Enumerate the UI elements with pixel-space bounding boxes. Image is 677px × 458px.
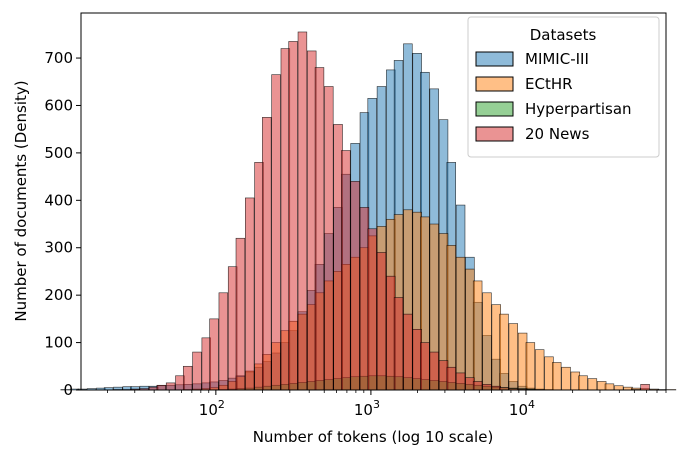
histogram-bar — [614, 385, 624, 391]
histogram-bar — [578, 375, 588, 391]
legend-entry-label: 20 News — [525, 125, 590, 143]
histogram-bar — [245, 197, 255, 391]
histogram-bar — [455, 372, 466, 391]
y-tick-label: 500 — [44, 144, 73, 162]
histogram-bar — [429, 351, 439, 391]
histogram-bar — [262, 117, 272, 391]
y-tick-label: 100 — [44, 334, 73, 352]
histogram-bar — [482, 384, 492, 391]
histogram-bar — [156, 384, 167, 391]
histogram-bar — [640, 384, 650, 391]
x-tick-label: 102 — [199, 398, 225, 419]
legend-entries: MIMIC-III ECtHR Hyperpartisan 20 News — [475, 50, 632, 143]
histogram-bar — [288, 41, 298, 391]
histogram-bar — [341, 150, 351, 391]
histogram-bar — [350, 181, 360, 391]
y-tick-label: 300 — [44, 239, 73, 257]
histogram-bar — [218, 292, 229, 391]
legend-swatch — [475, 126, 514, 142]
histogram-bar — [552, 362, 562, 391]
histogram-bar — [499, 313, 509, 391]
histogram-bar — [482, 292, 492, 391]
y-tick-label: 0 — [63, 381, 73, 399]
histogram-bar — [297, 31, 308, 391]
y-tick-label: 400 — [44, 191, 73, 209]
histogram-bar — [604, 383, 615, 391]
y-axis-title: Number of documents (Density) — [12, 80, 30, 321]
plot-frame — [80, 12, 667, 391]
histogram-bar — [324, 86, 334, 391]
histogram-bar — [561, 366, 571, 391]
histogram-bar — [508, 323, 519, 391]
y-tick-label: 700 — [44, 49, 73, 67]
x-axis: 102 103 104 — [107, 390, 667, 419]
histogram-bar — [455, 256, 466, 391]
histogram-bar — [367, 228, 377, 391]
legend-entry-label: MIMIC-III — [525, 50, 589, 68]
x-tick-label: 103 — [354, 398, 380, 419]
histogram-bar — [472, 280, 483, 391]
legend-title: Datasets — [530, 26, 597, 44]
histogram-bar — [271, 74, 281, 391]
legend-swatch — [475, 51, 514, 67]
histogram-bar — [235, 237, 246, 391]
histogram-bar — [446, 366, 456, 391]
legend-frame — [467, 16, 660, 158]
histogram-bar — [525, 342, 536, 391]
histogram-bar — [182, 365, 193, 391]
legend-entry-label: ECtHR — [525, 75, 573, 93]
histogram-bar — [209, 318, 219, 391]
legend-swatch — [475, 76, 514, 92]
histogram-bar — [534, 349, 545, 391]
x-axis-title: Number of tokens (log 10 scale) — [253, 428, 494, 446]
legend: Datasets MIMIC-III ECtHR Hyperpartisan 20 N… — [467, 16, 660, 158]
histogram-bar — [376, 252, 387, 391]
x-tick-label: 104 — [509, 398, 535, 419]
histogram-bar — [393, 297, 404, 391]
histogram-bar — [314, 67, 325, 391]
y-tick-label: 200 — [44, 286, 73, 304]
histogram-bar — [472, 381, 483, 391]
legend-swatch — [475, 101, 514, 117]
histogram-bar — [420, 342, 430, 391]
y-tick-label: 600 — [44, 96, 73, 114]
legend-entry-label: Hyperpartisan — [525, 100, 632, 118]
histogram-bar — [403, 313, 413, 391]
histogram-bar — [192, 351, 202, 391]
histogram-bar — [165, 382, 176, 391]
histogram-bar — [587, 378, 598, 391]
y-axis: 0 100 200 300 400 500 600 700 — [44, 49, 81, 399]
